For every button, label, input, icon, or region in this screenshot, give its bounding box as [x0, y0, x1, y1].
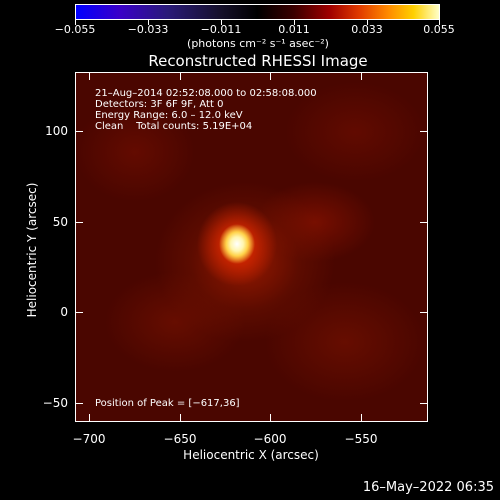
plot-frame [75, 72, 428, 422]
y-tick [75, 312, 83, 313]
x-tick [270, 414, 271, 422]
y-tick-label: 0 [60, 305, 68, 319]
x-tick-label: −650 [163, 432, 197, 446]
x-tick [89, 414, 90, 422]
y-tick-label: −50 [42, 396, 68, 410]
time-range-text: 21–Aug–2014 02:52:08.000 to 02:58:08.000 [95, 88, 317, 99]
y-tick-label: 50 [52, 215, 68, 229]
colorbar-label: 0.055 [423, 23, 455, 36]
y-tick-right [420, 403, 428, 404]
colorbar-label: −0.055 [54, 23, 96, 36]
x-tick-top [89, 72, 90, 80]
timestamp: 16–May–2022 06:35 [362, 480, 494, 495]
colorbar-tick [221, 20, 222, 25]
y-tick-right [420, 131, 428, 132]
x-axis-title: Heliocentric X (arcsec) [183, 448, 319, 462]
colorbar-tick [75, 20, 76, 25]
x-tick-label: −700 [72, 432, 106, 446]
x-tick-top [270, 72, 271, 80]
total-counts-text: Clean Total counts: 5.19E+04 [95, 121, 253, 132]
y-tick-right [420, 312, 428, 313]
y-tick-right [420, 222, 428, 223]
colorbar-tick [367, 20, 368, 25]
x-tick-top [180, 72, 181, 80]
x-tick-label: −550 [344, 432, 378, 446]
colorbar-tick [294, 20, 295, 25]
y-axis-title: Heliocentric Y (arcsec) [25, 182, 39, 318]
colorbar-tick [148, 20, 149, 25]
colorbar-label: −0.011 [200, 23, 242, 36]
colorbar-label: 0.011 [278, 23, 310, 36]
y-tick [75, 131, 83, 132]
colorbar [75, 4, 440, 20]
x-tick-label: −600 [253, 432, 287, 446]
x-tick-top [361, 72, 362, 80]
colorbar-label: 0.033 [351, 23, 383, 36]
detectors-text: Detectors: 3F 6F 9F, Att 0 [95, 99, 224, 110]
y-tick [75, 403, 83, 404]
colorbar-unit: (photons cm⁻² s⁻¹ asec⁻²) [187, 37, 329, 50]
energy-range-text: Energy Range: 6.0 – 12.0 keV [95, 110, 243, 121]
y-tick [75, 222, 83, 223]
x-tick [361, 414, 362, 422]
y-tick-label: 100 [45, 124, 68, 138]
x-tick [180, 414, 181, 422]
colorbar-label: −0.033 [127, 23, 169, 36]
rhessi-image [75, 72, 428, 422]
image-title: Reconstructed RHESSI Image [148, 52, 368, 70]
peak-position-text: Position of Peak = [−617,36] [95, 398, 240, 409]
colorbar-tick [439, 20, 440, 25]
